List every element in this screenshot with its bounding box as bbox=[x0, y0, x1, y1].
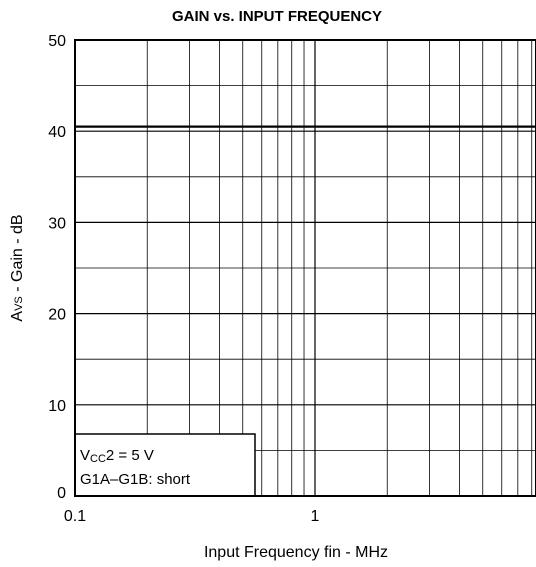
chart-title: GAIN vs. INPUT FREQUENCY bbox=[172, 8, 382, 25]
x-tick-labels: 0.1110100 bbox=[64, 508, 320, 525]
y-axis-label: AVS - Gain - dB bbox=[9, 214, 26, 321]
grid-minor bbox=[75, 40, 536, 496]
x-tick-label-0: 0.1 bbox=[64, 508, 86, 525]
condition-g1: G1A–G1B: short bbox=[80, 471, 191, 488]
series-line-gain bbox=[75, 125, 536, 128]
x-axis-label: Input Frequency fin - MHz bbox=[204, 544, 388, 561]
conditions-box-frame bbox=[74, 433, 256, 497]
series-layer bbox=[75, 125, 536, 128]
plot-frame bbox=[74, 39, 536, 497]
y-tick-label-5: 50 bbox=[48, 33, 66, 50]
y-tick-label-0: 0 bbox=[57, 485, 66, 502]
y-tick-label-2: 20 bbox=[48, 307, 66, 324]
condition-vcc: VCC2 = 5 V bbox=[80, 447, 154, 465]
x-tick-label-1: 1 bbox=[311, 508, 320, 525]
y-tick-label-4: 40 bbox=[48, 124, 66, 141]
conditions-box: VCC2 = 5 V G1A–G1B: short bbox=[74, 433, 256, 497]
y-tick-labels: 0 10 20 30 40 50 bbox=[48, 33, 66, 502]
grid-major bbox=[75, 40, 536, 496]
y-tick-label-3: 30 bbox=[48, 215, 66, 232]
y-tick-label-1: 10 bbox=[48, 398, 66, 415]
